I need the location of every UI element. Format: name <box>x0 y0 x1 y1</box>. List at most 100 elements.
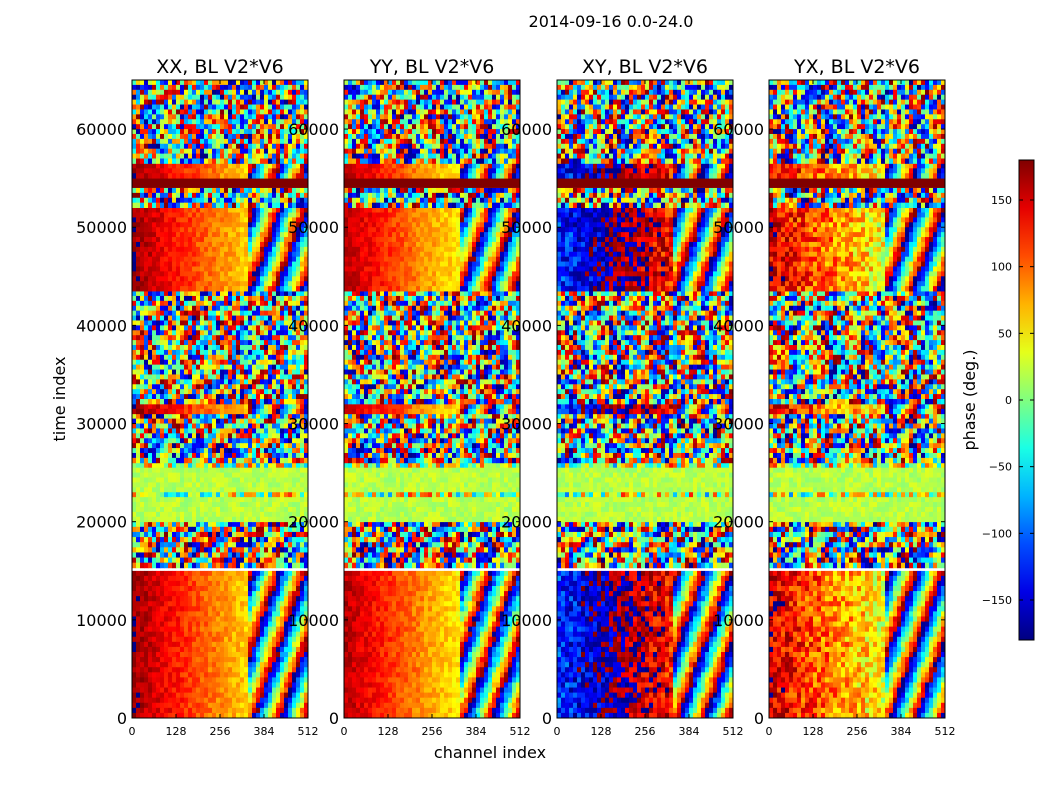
heat-cell <box>172 702 177 709</box>
heat-cell <box>180 418 185 424</box>
heat-cell <box>132 345 137 351</box>
heat-cell <box>228 389 233 395</box>
heat-cell <box>252 237 257 243</box>
heat-cell <box>188 295 193 302</box>
heat-cell <box>272 482 277 488</box>
heat-cell <box>188 448 193 454</box>
heat-cell <box>136 325 141 331</box>
heat-cell <box>256 305 261 312</box>
heat-cell <box>284 521 289 528</box>
heat-cell <box>208 601 213 607</box>
heat-cell <box>192 586 197 592</box>
heat-cell <box>136 173 141 179</box>
heat-cell <box>168 99 173 105</box>
heat-cell <box>212 325 217 331</box>
heat-cell <box>228 562 233 569</box>
heat-cell <box>236 611 241 617</box>
heat-cell <box>288 557 293 564</box>
heat-cell <box>300 575 305 582</box>
heat-cell <box>172 379 177 385</box>
heat-cell <box>276 606 281 612</box>
heat-cell <box>220 531 225 538</box>
heat-cell <box>192 511 197 518</box>
heat-cell <box>148 547 153 553</box>
heat-cell <box>224 462 229 469</box>
heat-cell <box>200 428 205 434</box>
heat-cell <box>288 187 293 194</box>
heat-cell <box>148 212 153 218</box>
heat-cell <box>220 552 225 558</box>
heat-cell <box>228 487 233 493</box>
heat-cell <box>176 557 181 564</box>
heat-cell <box>260 692 265 699</box>
heat-cell <box>236 320 241 326</box>
heat-cell <box>196 217 201 223</box>
heat-cell <box>164 345 169 351</box>
heat-cell <box>240 601 245 607</box>
heat-cell <box>188 291 193 297</box>
heat-cell <box>144 443 149 449</box>
heat-cell <box>296 502 301 508</box>
heat-cell <box>200 173 205 179</box>
heat-cell <box>132 271 137 277</box>
heat-cell <box>284 232 289 238</box>
heat-cell <box>212 516 217 523</box>
heat-cell <box>152 487 157 493</box>
heat-cell <box>208 641 213 648</box>
heat-cell <box>176 502 181 508</box>
heat-cell <box>216 354 221 361</box>
heat-cell <box>212 482 217 488</box>
heat-cell <box>276 552 281 558</box>
heat-cell <box>184 570 189 577</box>
heat-cell <box>300 325 305 331</box>
heat-cell <box>300 80 305 86</box>
heat-cell <box>236 557 241 564</box>
heat-cell <box>148 286 153 292</box>
heat-cell <box>148 354 153 361</box>
heat-cell <box>228 310 233 316</box>
heat-cell <box>204 657 209 663</box>
heat-cell <box>240 394 245 400</box>
heat-cell <box>212 626 217 633</box>
heat-cell <box>140 580 145 587</box>
heat-cell <box>228 646 233 653</box>
heat-cell <box>196 672 201 678</box>
heat-cell <box>252 712 257 719</box>
heat-cell <box>160 399 165 405</box>
heat-cell <box>216 335 221 341</box>
heat-cell <box>156 276 161 282</box>
heat-cell <box>236 467 241 474</box>
heat-cell <box>136 305 141 312</box>
heat-cell <box>280 467 285 474</box>
heat-cell <box>148 340 153 346</box>
heat-cell <box>224 310 229 316</box>
heat-cell <box>252 631 257 638</box>
heat-cell <box>292 266 297 272</box>
heat-cell <box>204 601 209 607</box>
heat-cell <box>220 418 225 424</box>
heat-cell <box>168 562 173 569</box>
heat-cell <box>172 281 177 287</box>
heat-cell <box>184 295 189 302</box>
heat-cell <box>192 192 197 199</box>
heat-cell <box>244 652 249 658</box>
heat-cell <box>244 256 249 262</box>
heat-cell <box>216 492 221 498</box>
heat-cell <box>144 547 149 553</box>
heat-cell <box>152 394 157 400</box>
heat-cell <box>216 89 221 96</box>
heat-cell <box>284 712 289 719</box>
heat-cell <box>132 325 137 331</box>
heat-cell <box>192 340 197 346</box>
heat-cell <box>140 295 145 302</box>
heat-cell <box>184 207 189 213</box>
heat-cell <box>192 168 197 174</box>
heat-cell <box>288 472 293 478</box>
heat-cell <box>200 286 205 292</box>
heat-cell <box>148 399 153 405</box>
heat-cell <box>220 399 225 405</box>
heat-cell <box>132 542 137 548</box>
heat-cell <box>148 261 153 267</box>
heat-cell <box>284 330 289 336</box>
heat-cell <box>132 413 137 420</box>
